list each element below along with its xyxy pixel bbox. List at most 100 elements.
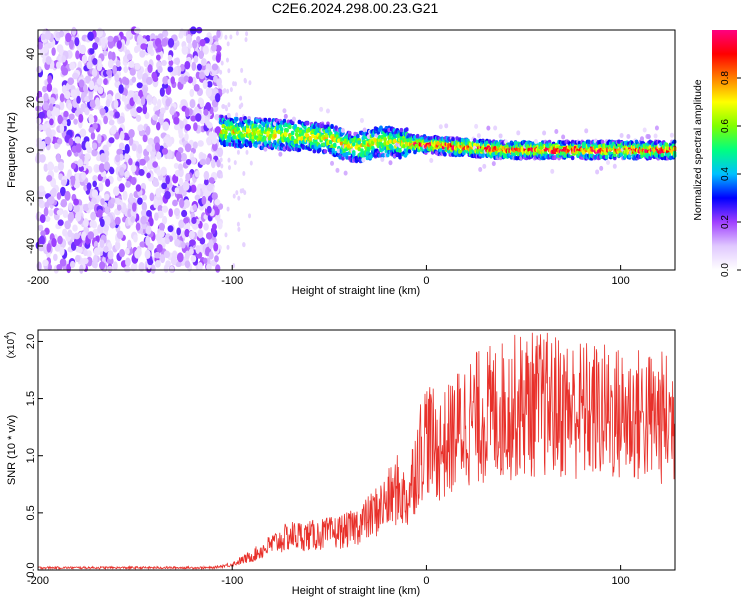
heatmap-cell [286,138,291,144]
heatmap-cell [67,102,73,111]
heatmap-cell [112,261,118,271]
heatmap-cell [129,67,136,76]
heatmap-cell [142,194,148,201]
heatmap-cell [226,244,230,250]
heatmap-cell [124,143,130,154]
heatmap-cell [388,139,393,144]
heatmap-cell [179,120,185,130]
heatmap-cell [208,251,214,260]
heatmap-cell [174,57,181,66]
heatmap-cell [354,145,359,150]
heatmap-cell [196,36,201,43]
heatmap-cell [243,115,247,121]
heatmap-cell [187,42,193,49]
heatmap-cell [189,99,196,109]
heatmap-cell [146,144,153,152]
heatmap-cell [48,209,54,217]
heatmap-cell [642,127,647,133]
heatmap-cell [206,205,212,214]
heatmap-cell [184,132,189,142]
heatmap-cell [184,228,190,238]
heatmap-cell [44,30,52,41]
heatmap-cell [154,212,159,221]
heatmap-cell [640,153,644,159]
heatmap-cell [237,195,241,201]
heatmap-cell [175,151,182,162]
heatmap-cell [115,154,121,163]
heatmap-cell [167,225,174,233]
heatmap-cell [392,153,397,158]
heatmap-cell [57,138,63,145]
heatmap-cell [204,116,210,126]
heatmap-cell [248,140,253,146]
heatmap-cell [375,127,379,132]
heatmap-cell [644,149,648,154]
heatmap-cell [68,113,75,120]
heatmap-cell [232,135,236,140]
heatmap-cell [241,188,245,194]
heatmap-cell [220,60,224,66]
heatmap-cell [166,149,173,160]
heatmap-cell [59,258,67,267]
heatmap-cell [126,239,132,250]
heatmap-cell [288,124,292,130]
heatmap-cell [49,97,56,105]
heatmap-cell [604,154,609,160]
heatmap-cell [173,123,181,131]
heatmap-cell [180,241,186,249]
heatmap-cell [125,257,131,267]
heatmap-cell [550,168,555,174]
heatmap-cell [163,250,171,259]
heatmap-cell [149,192,155,202]
heatmap-cell [178,219,185,229]
heatmap-cell [206,137,212,146]
heatmap-cell [60,199,68,208]
heatmap-cell [226,41,230,47]
heatmap-cell [146,94,153,103]
heatmap-cell [486,125,491,131]
heatmap-cell [81,257,89,265]
heatmap-cell [249,160,253,166]
heatmap-cell [173,116,180,125]
heatmap-cell [124,134,130,141]
heatmap-cell [561,134,566,140]
heatmap-cell [185,172,191,182]
heatmap-cell [184,124,191,131]
heatmap-cell [116,230,124,240]
heatmap-cell [183,75,189,82]
heatmap-cell [45,55,52,65]
heatmap-cell [72,72,79,80]
heatmap-cell [369,154,374,159]
heatmap-cell [56,209,63,216]
colorbar-ticks: 0.0 0.2 0.4 0.6 0.8 [720,71,741,277]
heatmap-cell [211,142,218,151]
heatmap-cell [142,134,148,143]
heatmap-y-axis-label: Frequency (Hz) [6,112,18,188]
heatmap-cell [101,38,106,49]
heatmap-cell [167,38,175,48]
heatmap-cell [188,108,193,116]
heatmap-cell [152,96,158,106]
snr-y-multiplier: (x104) [4,332,17,359]
heatmap-cell [119,153,124,161]
snr-x-tick-label: 100 [611,575,629,587]
heatmap-cell [119,130,125,141]
heatmap-cell [68,202,73,211]
heatmap-cell [185,158,192,166]
heatmap-cell [216,29,221,39]
heatmap-cell [305,121,310,126]
heatmap-cell [415,133,420,139]
heatmap-cell [161,60,167,67]
colorbar-gradient [712,30,737,270]
heatmap-cell [105,178,111,187]
heatmap-cell [158,222,165,231]
heatmap-cell [86,182,92,191]
heatmap-cell [494,150,499,156]
heatmap-cell [67,212,75,222]
heatmap-cell [104,193,110,201]
heatmap-cell [455,136,459,141]
heatmap-cell [154,251,161,259]
heatmap-cell [137,197,143,205]
heatmap-cell [227,102,231,108]
heatmap-cell [114,73,120,83]
